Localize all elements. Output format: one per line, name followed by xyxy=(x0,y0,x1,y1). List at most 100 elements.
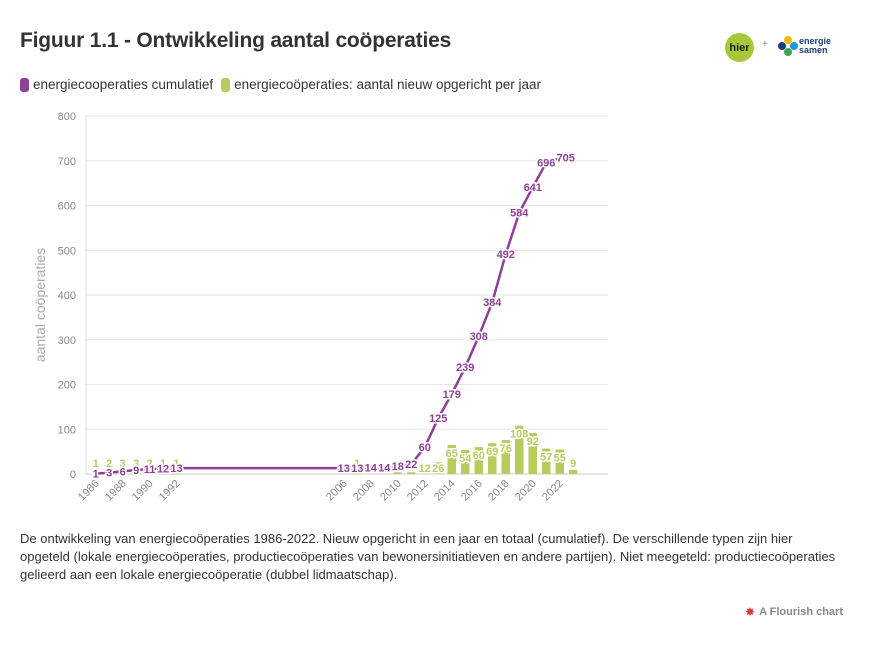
data-label-cumulative: 13 xyxy=(338,463,350,475)
plus-icon: + xyxy=(762,39,768,50)
x-tick-label: 2012 xyxy=(405,478,431,504)
y-axis-title: aantal coöperaties xyxy=(32,248,48,362)
y-tick-label: 400 xyxy=(58,290,76,302)
data-label-new: 9 xyxy=(570,458,576,470)
bar-new-per-year xyxy=(461,449,470,474)
legend-item-new-per-year[interactable]: energiecoöperaties: aantal nieuw opgeric… xyxy=(221,77,541,92)
chart-plot: 0 100 200 300 400 500 600 700 800 aantal coöperat… xyxy=(32,111,608,504)
x-tick-label: 2020 xyxy=(513,478,539,504)
bar-new-per-year xyxy=(131,472,141,474)
bar-new-per-year xyxy=(528,432,537,474)
x-tick-label: 1986 xyxy=(76,478,102,504)
data-label-cumulative: 384 xyxy=(483,297,502,309)
flourish-credit[interactable]: ✸ A Flourish chart xyxy=(745,605,843,619)
energie-samen-logo-line2: samen xyxy=(799,45,828,55)
flourish-credit-label: A Flourish chart xyxy=(759,606,843,618)
data-label-cumulative: 179 xyxy=(443,389,461,401)
x-tick-label: 1990 xyxy=(130,478,156,504)
bar-new-per-year xyxy=(145,473,154,474)
bar-new-per-year xyxy=(569,469,578,474)
y-tick-label: 100 xyxy=(58,424,76,436)
x-tick-label: 1992 xyxy=(157,478,183,504)
data-label-new: 57 xyxy=(540,451,552,463)
y-tick-label: 600 xyxy=(58,201,76,213)
data-label-cumulative: 1 xyxy=(93,469,99,481)
bar-new-per-year xyxy=(488,443,497,474)
data-label-new: 3 xyxy=(133,458,139,470)
data-label-cumulative: 641 xyxy=(524,182,542,194)
energie-samen-logo: energie samen xyxy=(777,35,847,61)
data-label-new: 69 xyxy=(486,446,498,458)
bar-new-per-year xyxy=(555,449,564,474)
data-label-cumulative: 14 xyxy=(365,463,378,475)
x-tick-label: 2014 xyxy=(432,478,458,504)
x-tick-label: 2022 xyxy=(540,478,566,504)
data-label-cumulative: 18 xyxy=(392,461,404,473)
legend-label-cumulative: energiecooperaties cumulatief xyxy=(33,77,214,92)
data-label-cumulative: 705 xyxy=(557,153,575,165)
data-label-new: 60 xyxy=(473,450,485,462)
data-label-cumulative: 11 xyxy=(144,464,156,476)
legend-item-cumulative[interactable]: energiecooperaties cumulatief xyxy=(20,77,213,92)
bar-new-per-year xyxy=(434,462,443,474)
data-label-cumulative: 60 xyxy=(419,442,431,454)
data-label-new: 92 xyxy=(527,436,539,448)
partner-logos: hier + energie samen xyxy=(725,31,845,63)
y-tick-label: 200 xyxy=(58,380,76,392)
data-label-new: 1 xyxy=(354,458,360,470)
x-tick-label: 2006 xyxy=(324,478,350,504)
data-label-new: 1 xyxy=(160,458,166,470)
energie-samen-logo-line1: energie xyxy=(799,36,832,46)
x-tick-label: 2008 xyxy=(351,478,377,504)
hier-logo: hier xyxy=(725,33,754,62)
bar-new-per-year xyxy=(118,472,127,474)
bar-new-per-year xyxy=(420,468,429,474)
data-label-new: 1 xyxy=(93,458,99,470)
data-label-cumulative: 696 xyxy=(537,158,555,170)
chart-legend: energiecooperaties cumulatief energiecoö… xyxy=(20,77,549,92)
data-label-new: 2 xyxy=(106,458,112,470)
legend-swatch-new-per-year xyxy=(221,77,231,92)
data-label-cumulative: 22 xyxy=(405,459,417,471)
data-label-cumulative: 492 xyxy=(497,249,515,261)
data-label-new: 76 xyxy=(500,443,512,455)
bar-new-per-year xyxy=(407,472,416,474)
data-label-new: 65 xyxy=(446,448,458,460)
data-label-cumulative: 3 xyxy=(106,468,112,480)
data-label-new: 54 xyxy=(459,453,472,465)
x-tick-label: 2010 xyxy=(378,478,404,504)
data-label-cumulative: 239 xyxy=(456,362,474,374)
data-label-new: 12 xyxy=(419,463,431,475)
data-label-new: 108 xyxy=(510,429,528,441)
legend-label-new-per-year: energiecoöperaties: aantal nieuw opgeric… xyxy=(234,77,542,92)
bar-new-per-year xyxy=(474,447,483,474)
bar-new-per-year xyxy=(515,425,524,474)
x-tick-label: 2018 xyxy=(486,478,512,504)
data-label-cumulative: 308 xyxy=(470,331,488,343)
bar-new-per-year xyxy=(447,444,456,474)
x-tick-label: 1988 xyxy=(103,478,129,504)
data-label-cumulative: 13 xyxy=(351,463,363,475)
chart-caption: De ontwikkeling van energiecoöperaties 1… xyxy=(20,531,836,582)
line-cumulative xyxy=(95,466,177,475)
energie-samen-pinwheel-icon xyxy=(778,36,798,56)
data-label-new: 4 xyxy=(408,460,415,472)
data-label-new: 1 xyxy=(173,458,179,470)
bar-new-per-year xyxy=(158,473,168,475)
bar-new-per-year xyxy=(501,439,510,474)
data-label-cumulative: 12 xyxy=(157,464,169,476)
chart-title: Figuur 1.1 - Ontwikkeling aantal coöpera… xyxy=(20,29,452,52)
bar-new-per-year xyxy=(353,473,362,475)
flourish-star-icon: ✸ xyxy=(745,605,756,619)
data-label-cumulative: 125 xyxy=(429,413,447,425)
y-tick-label: 800 xyxy=(58,111,76,123)
bar-new-per-year xyxy=(542,448,551,474)
data-label-new: 26 xyxy=(432,463,444,475)
bar-new-per-year xyxy=(393,472,402,474)
data-label-cumulative: 13 xyxy=(170,463,182,475)
y-tick-label: 0 xyxy=(70,469,76,481)
data-label-cumulative: 6 xyxy=(120,466,126,478)
y-tick-label: 300 xyxy=(58,335,76,347)
data-label-cumulative: 584 xyxy=(510,208,529,220)
y-tick-label: 700 xyxy=(58,156,76,168)
